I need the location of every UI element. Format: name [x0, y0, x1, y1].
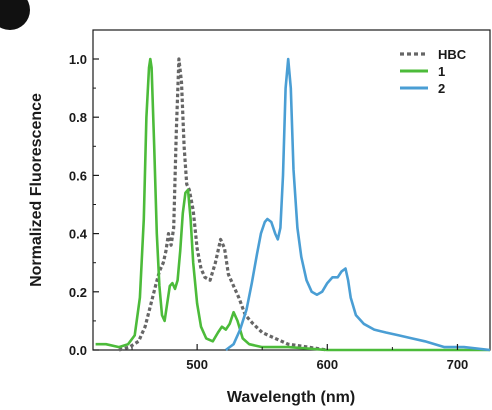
- y-tick-label: 0.8: [69, 110, 87, 125]
- y-tick-label: 0.6: [69, 168, 87, 183]
- x-tick-label: 700: [447, 357, 469, 372]
- series-layer: [95, 57, 491, 352]
- y-tick-label: 1.0: [69, 52, 87, 67]
- legend-label-hbc: HBC: [438, 47, 467, 62]
- x-axis-label: Wavelength (nm): [227, 389, 355, 406]
- series-line-2: [225, 57, 491, 352]
- y-tick-label: 0.4: [69, 227, 88, 242]
- x-tick-label: 500: [186, 357, 208, 372]
- y-tick-label: 0.0: [69, 343, 87, 358]
- y-tick-label: 0.2: [69, 285, 87, 300]
- x-tick-label: 600: [316, 357, 338, 372]
- plot-frame: [92, 29, 491, 351]
- y-axis-label: Normalized Fluorescence: [28, 93, 45, 287]
- series-line-1: [95, 57, 490, 352]
- panel-badge: [0, 0, 30, 30]
- legend: HBC 1 2: [400, 47, 467, 96]
- tick-layer: 0.0 0.2 0.4 0.6 0.8 1.0 500 600 700: [69, 52, 468, 372]
- legend-label-2: 2: [438, 81, 445, 96]
- legend-label-1: 1: [438, 64, 445, 79]
